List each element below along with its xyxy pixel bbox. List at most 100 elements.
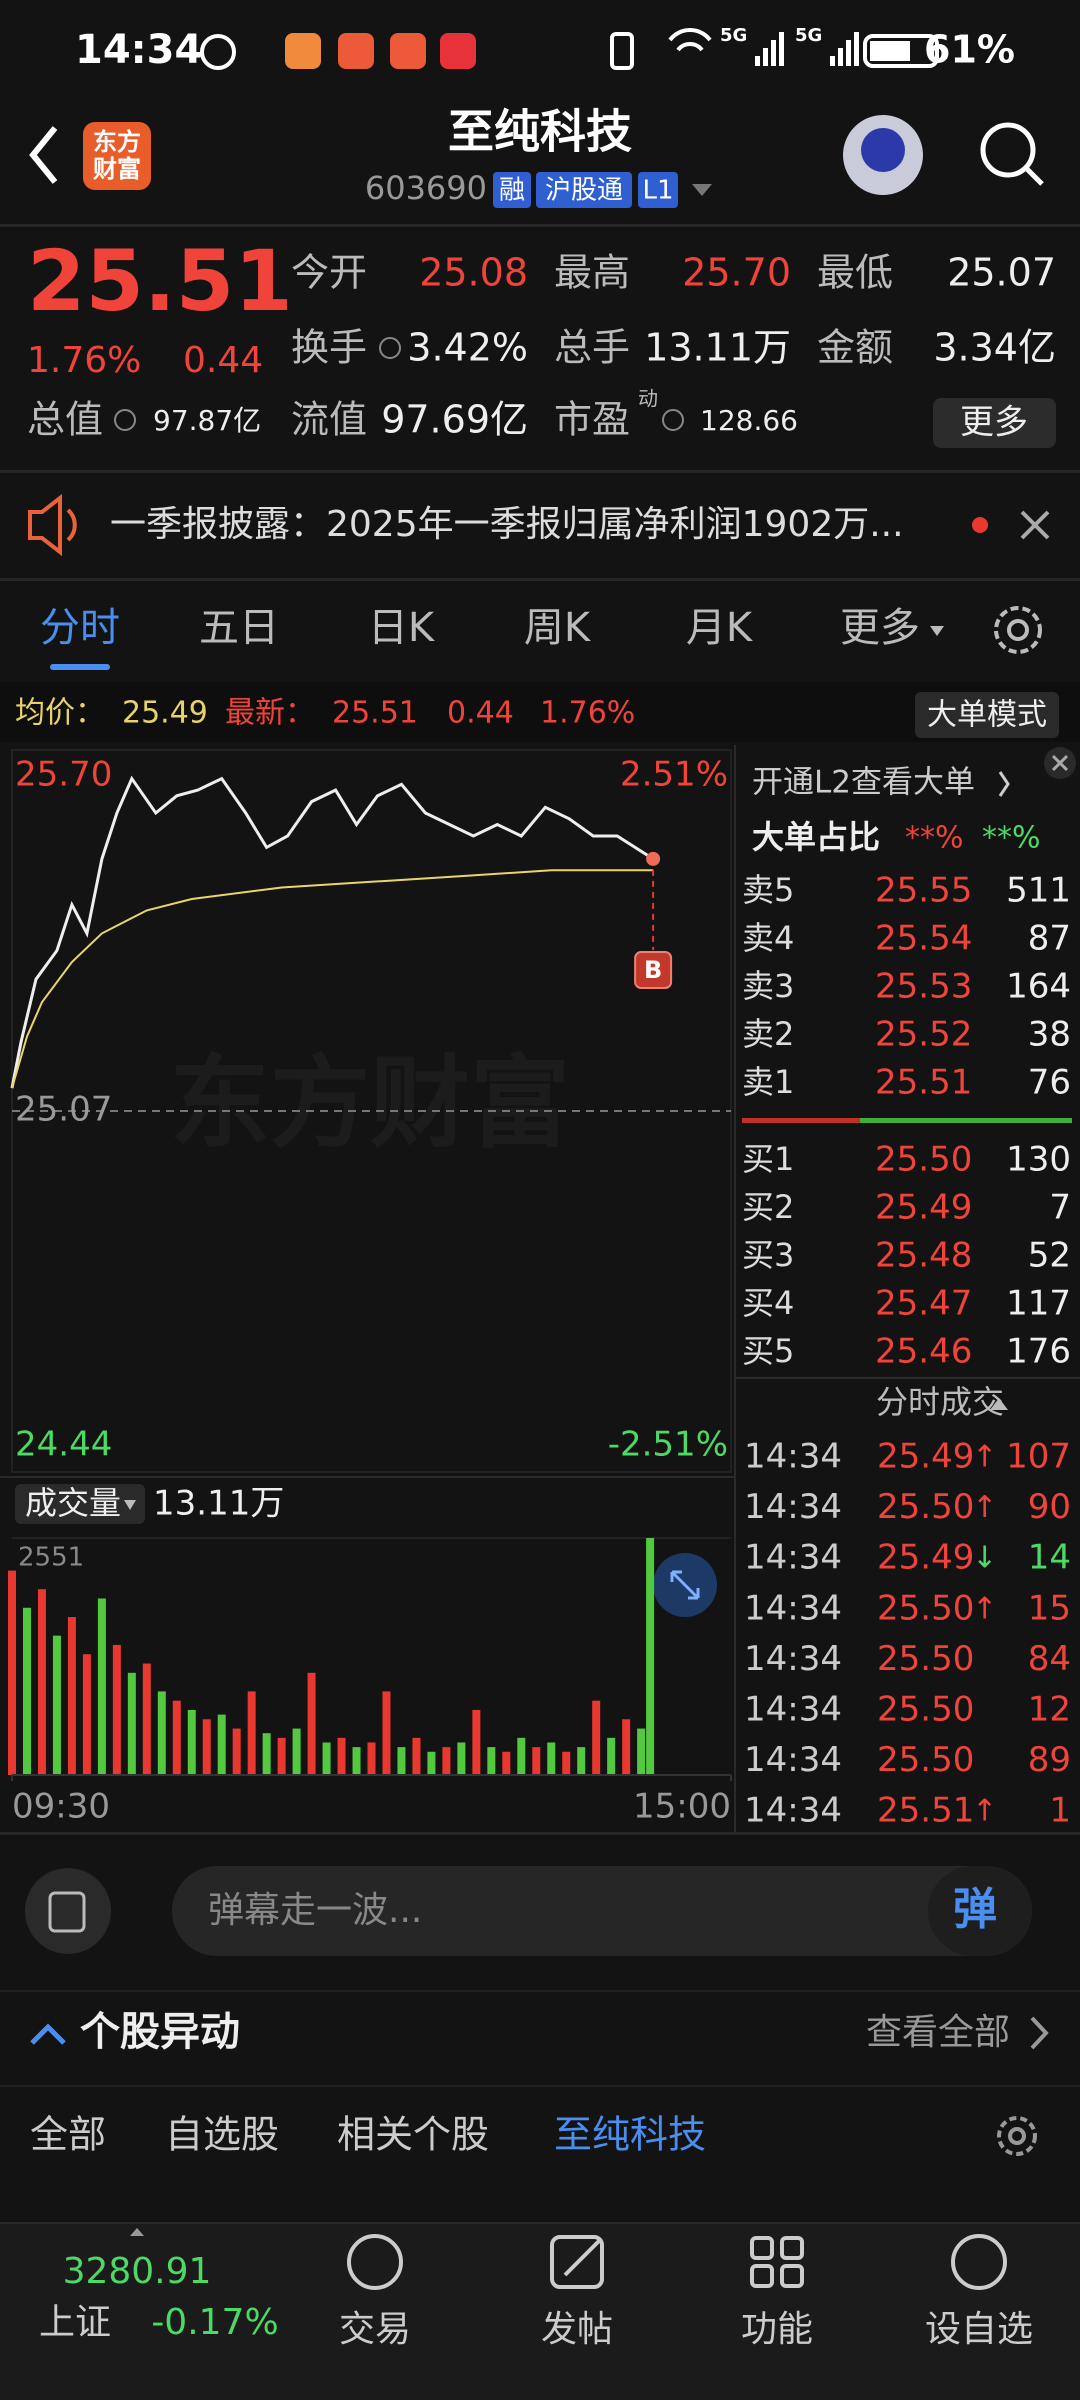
trade-marker[interactable] <box>634 951 673 989</box>
tab[interactable]: 月K <box>686 605 754 651</box>
chevron <box>998 771 1010 797</box>
trade-marker-label: B <box>644 956 662 984</box>
mode-button-label[interactable]: 大单模式 <box>927 698 1047 733</box>
ob-label: 卖1 <box>742 1063 794 1101</box>
ob-volume: 38 <box>1028 1015 1071 1055</box>
sub-tab[interactable]: 相关个股 <box>337 2113 489 2157</box>
stat-value: 97.87亿 <box>153 404 261 437</box>
ob-volume: 87 <box>1028 919 1071 959</box>
stat-value: 25.70 <box>682 251 791 295</box>
back-button[interactable] <box>29 126 58 184</box>
last-label: 最新： <box>225 696 315 731</box>
tab-underline <box>50 664 110 670</box>
divider <box>0 1990 1080 1992</box>
stat-label: 最高 <box>554 251 630 295</box>
x-tick-label: 09:30 <box>12 1787 110 1827</box>
tag-label: L1 <box>642 176 673 206</box>
tab[interactable]: 更多 <box>840 605 920 651</box>
ob-label: 买1 <box>742 1140 794 1178</box>
x-tick-label: 15:00 <box>633 1787 731 1827</box>
trade-time: 14:34 <box>744 1639 842 1679</box>
danmu-settings[interactable] <box>25 1868 111 1954</box>
danmu-input[interactable] <box>172 1866 1032 1956</box>
nav-item[interactable]: 功能 <box>741 2309 813 2350</box>
stat-label: 流值 <box>291 398 367 442</box>
stat-label: 总手 <box>554 326 630 370</box>
app-status-icons <box>200 33 476 70</box>
danmu-send[interactable] <box>928 1866 1032 1956</box>
sub-tab[interactable]: 至纯科技 <box>554 2113 706 2157</box>
collapse-icon[interactable] <box>30 2023 66 2045</box>
volume-bar <box>367 1742 376 1775</box>
tag-badge <box>493 172 531 208</box>
volume-bar <box>517 1737 526 1775</box>
trades-title[interactable]: 分时成交 <box>876 1383 1004 1421</box>
notice-text[interactable]: 一季报披露：2025年一季报归属净利润1902万... <box>110 504 904 545</box>
tab[interactable]: 周K <box>524 605 592 651</box>
volume-bar <box>247 1691 256 1775</box>
tab[interactable]: 分时 <box>40 605 120 651</box>
close-button[interactable] <box>1020 510 1050 540</box>
trade-arrow: ↑ <box>972 1490 997 1525</box>
sort-arrow <box>990 1398 1008 1410</box>
danmu-button[interactable]: 弹 <box>953 1884 997 1935</box>
settings-icon[interactable] <box>994 606 1042 654</box>
volume-title[interactable]: 成交量 <box>25 1484 121 1522</box>
sub-tab[interactable]: 全部 <box>30 2113 106 2157</box>
trade-time: 14:34 <box>744 1690 842 1730</box>
more-button-label[interactable]: 更多 <box>960 403 1028 443</box>
l2-prompt[interactable]: 开通L2查看大单 <box>752 765 975 801</box>
ob-volume: 52 <box>1028 1236 1071 1276</box>
volume-bar <box>127 1672 136 1775</box>
sub-tab[interactable]: 自选股 <box>165 2113 279 2157</box>
view-all[interactable]: 查看全部 <box>866 2012 1010 2053</box>
mode-button[interactable] <box>915 692 1059 738</box>
search-button[interactable] <box>980 122 1044 186</box>
volume-selector[interactable] <box>15 1484 145 1524</box>
stat-value: 3.42% <box>407 326 528 370</box>
divider <box>0 2085 1080 2087</box>
nav-icons <box>347 2234 1007 2290</box>
nav-item[interactable]: 设自选 <box>925 2309 1033 2350</box>
index-value[interactable]: 3280.91 <box>63 2251 212 2292</box>
stock-name: 至纯科技 <box>448 105 632 159</box>
pct-label: -2.51% <box>608 1425 728 1465</box>
info-change: 0.44 <box>447 696 514 731</box>
stat-value: 128.66 <box>700 404 798 437</box>
divider <box>736 1377 1080 1379</box>
pct-label: 2.51% <box>620 755 728 795</box>
nav-item[interactable]: 发帖 <box>541 2309 613 2350</box>
tab[interactable]: 日K <box>368 605 436 651</box>
ob-price: 25.50 <box>875 1140 972 1180</box>
volume-bar <box>457 1742 466 1775</box>
settings-icon[interactable] <box>997 2116 1037 2156</box>
danmu-placeholder[interactable]: 弹幕走一波... <box>208 1890 422 1931</box>
ob-price: 25.53 <box>875 967 972 1007</box>
volume-bar <box>592 1700 601 1775</box>
danmu-icon <box>48 1891 86 1933</box>
ob-volume: 511 <box>1006 871 1071 911</box>
trade-volume: 90 <box>1028 1487 1071 1527</box>
volume-bar <box>142 1663 151 1775</box>
volume-bar <box>577 1747 586 1775</box>
volume-bar <box>337 1737 346 1775</box>
volume-bar <box>157 1691 166 1775</box>
volume-bar <box>562 1751 571 1775</box>
y-tick-label: 25.07 <box>15 1090 112 1130</box>
more-button[interactable] <box>933 398 1056 448</box>
stat-label: 总值 <box>27 398 103 442</box>
trade-volume: 107 <box>1006 1437 1071 1477</box>
volume-bar <box>472 1709 481 1775</box>
trade-price: 25.49 <box>877 1437 974 1477</box>
watermark: 东方财富 <box>170 1044 570 1161</box>
volume-total: 13.11万 <box>153 1484 284 1524</box>
chevron <box>1030 2016 1049 2050</box>
ratio-bar-red <box>742 1118 860 1123</box>
ratio-label: 大单占比 <box>752 818 880 856</box>
change: 0.44 <box>183 340 263 381</box>
dropdown-arrow[interactable] <box>692 184 712 196</box>
ob-volume: 76 <box>1028 1063 1071 1103</box>
stat-label: 金额 <box>817 326 893 370</box>
tab[interactable]: 五日 <box>199 605 279 651</box>
nav-item[interactable]: 交易 <box>339 2309 411 2350</box>
